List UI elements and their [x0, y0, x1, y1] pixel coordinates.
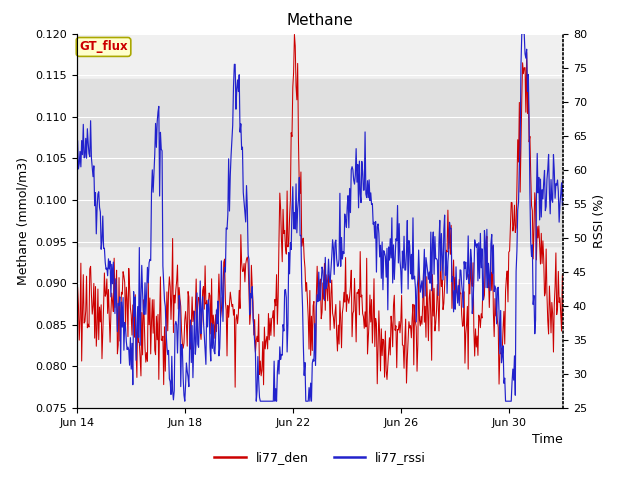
Title: Methane: Methane	[287, 13, 353, 28]
Y-axis label: RSSI (%): RSSI (%)	[593, 194, 605, 248]
Text: GT_flux: GT_flux	[79, 40, 128, 53]
Legend: li77_den, li77_rssi: li77_den, li77_rssi	[209, 446, 431, 469]
Y-axis label: Methane (mmol/m3): Methane (mmol/m3)	[17, 157, 30, 285]
X-axis label: Time: Time	[532, 433, 563, 446]
Bar	[77, 79, 563, 246]
